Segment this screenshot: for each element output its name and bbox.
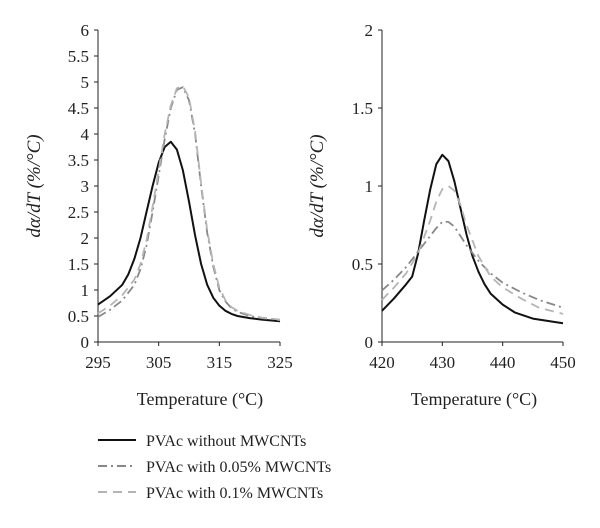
series-line-1 — [97, 140, 281, 323]
x-tick-label: 420 — [369, 353, 395, 372]
y-tick-label: 2 — [365, 21, 374, 40]
y-axis-label: dα/dT (%/°C) — [24, 134, 45, 237]
y-tick-label: 2.5 — [68, 203, 89, 222]
x-tick-label: 440 — [490, 353, 516, 372]
y-tick-label: 5 — [81, 73, 90, 92]
y-tick-label: 0 — [81, 333, 90, 352]
y-tick-label: 1 — [81, 281, 90, 300]
x-tick-label: 325 — [267, 353, 293, 372]
right-chart-panel: 0 0.5 1 1.5 2 420 430 440 450 Temperature (°C) dα/… — [307, 21, 576, 410]
x-tick-label: 450 — [550, 353, 576, 372]
legend-label: PVAc with 0.1% MWCNTs — [146, 485, 323, 502]
series-line-2 — [97, 86, 281, 322]
y-tick-label: 0 — [365, 333, 374, 352]
y-tick-label: 1.5 — [352, 99, 373, 118]
x-tick-label: 305 — [146, 353, 172, 372]
series-line-2 — [381, 221, 564, 309]
legend-label: PVAc without MWCNTs — [146, 433, 306, 450]
x-axis-label: Temperature (°C) — [411, 389, 537, 410]
y-tick-label: 0.5 — [352, 255, 373, 274]
x-axis-label: Temperature (°C) — [137, 389, 263, 410]
series-line-3 — [97, 85, 281, 321]
y-tick-label: 3 — [81, 177, 90, 196]
y-tick-label: 4 — [81, 125, 90, 144]
y-tick-label: 5.5 — [68, 47, 89, 66]
x-tick-label: 315 — [207, 353, 233, 372]
y-axis-label: dα/dT (%/°C) — [307, 134, 328, 237]
y-tick-label: 2 — [81, 229, 90, 248]
x-tick-label: 295 — [85, 353, 111, 372]
legend: PVAc without MWCNTs PVAc with 0.05% MWCNT… — [98, 433, 331, 502]
y-tick-label: 6 — [81, 21, 90, 40]
series-line-3 — [381, 185, 564, 315]
y-tick-label: 1 — [365, 177, 374, 196]
y-tick-label: 4.5 — [68, 99, 89, 118]
series-line-1 — [381, 153, 564, 325]
legend-label: PVAc with 0.05% MWCNTs — [146, 459, 331, 476]
x-tick-label: 430 — [430, 353, 456, 372]
y-tick-label: 0.5 — [68, 307, 89, 326]
y-tick-label: 1.5 — [68, 255, 89, 274]
left-chart-panel: 0 0.5 1 1.5 2 2.5 3 3.5 4 4.5 5 5.5 6 295 305 315 325Tem… — [24, 21, 293, 410]
y-tick-label: 3.5 — [68, 151, 89, 170]
